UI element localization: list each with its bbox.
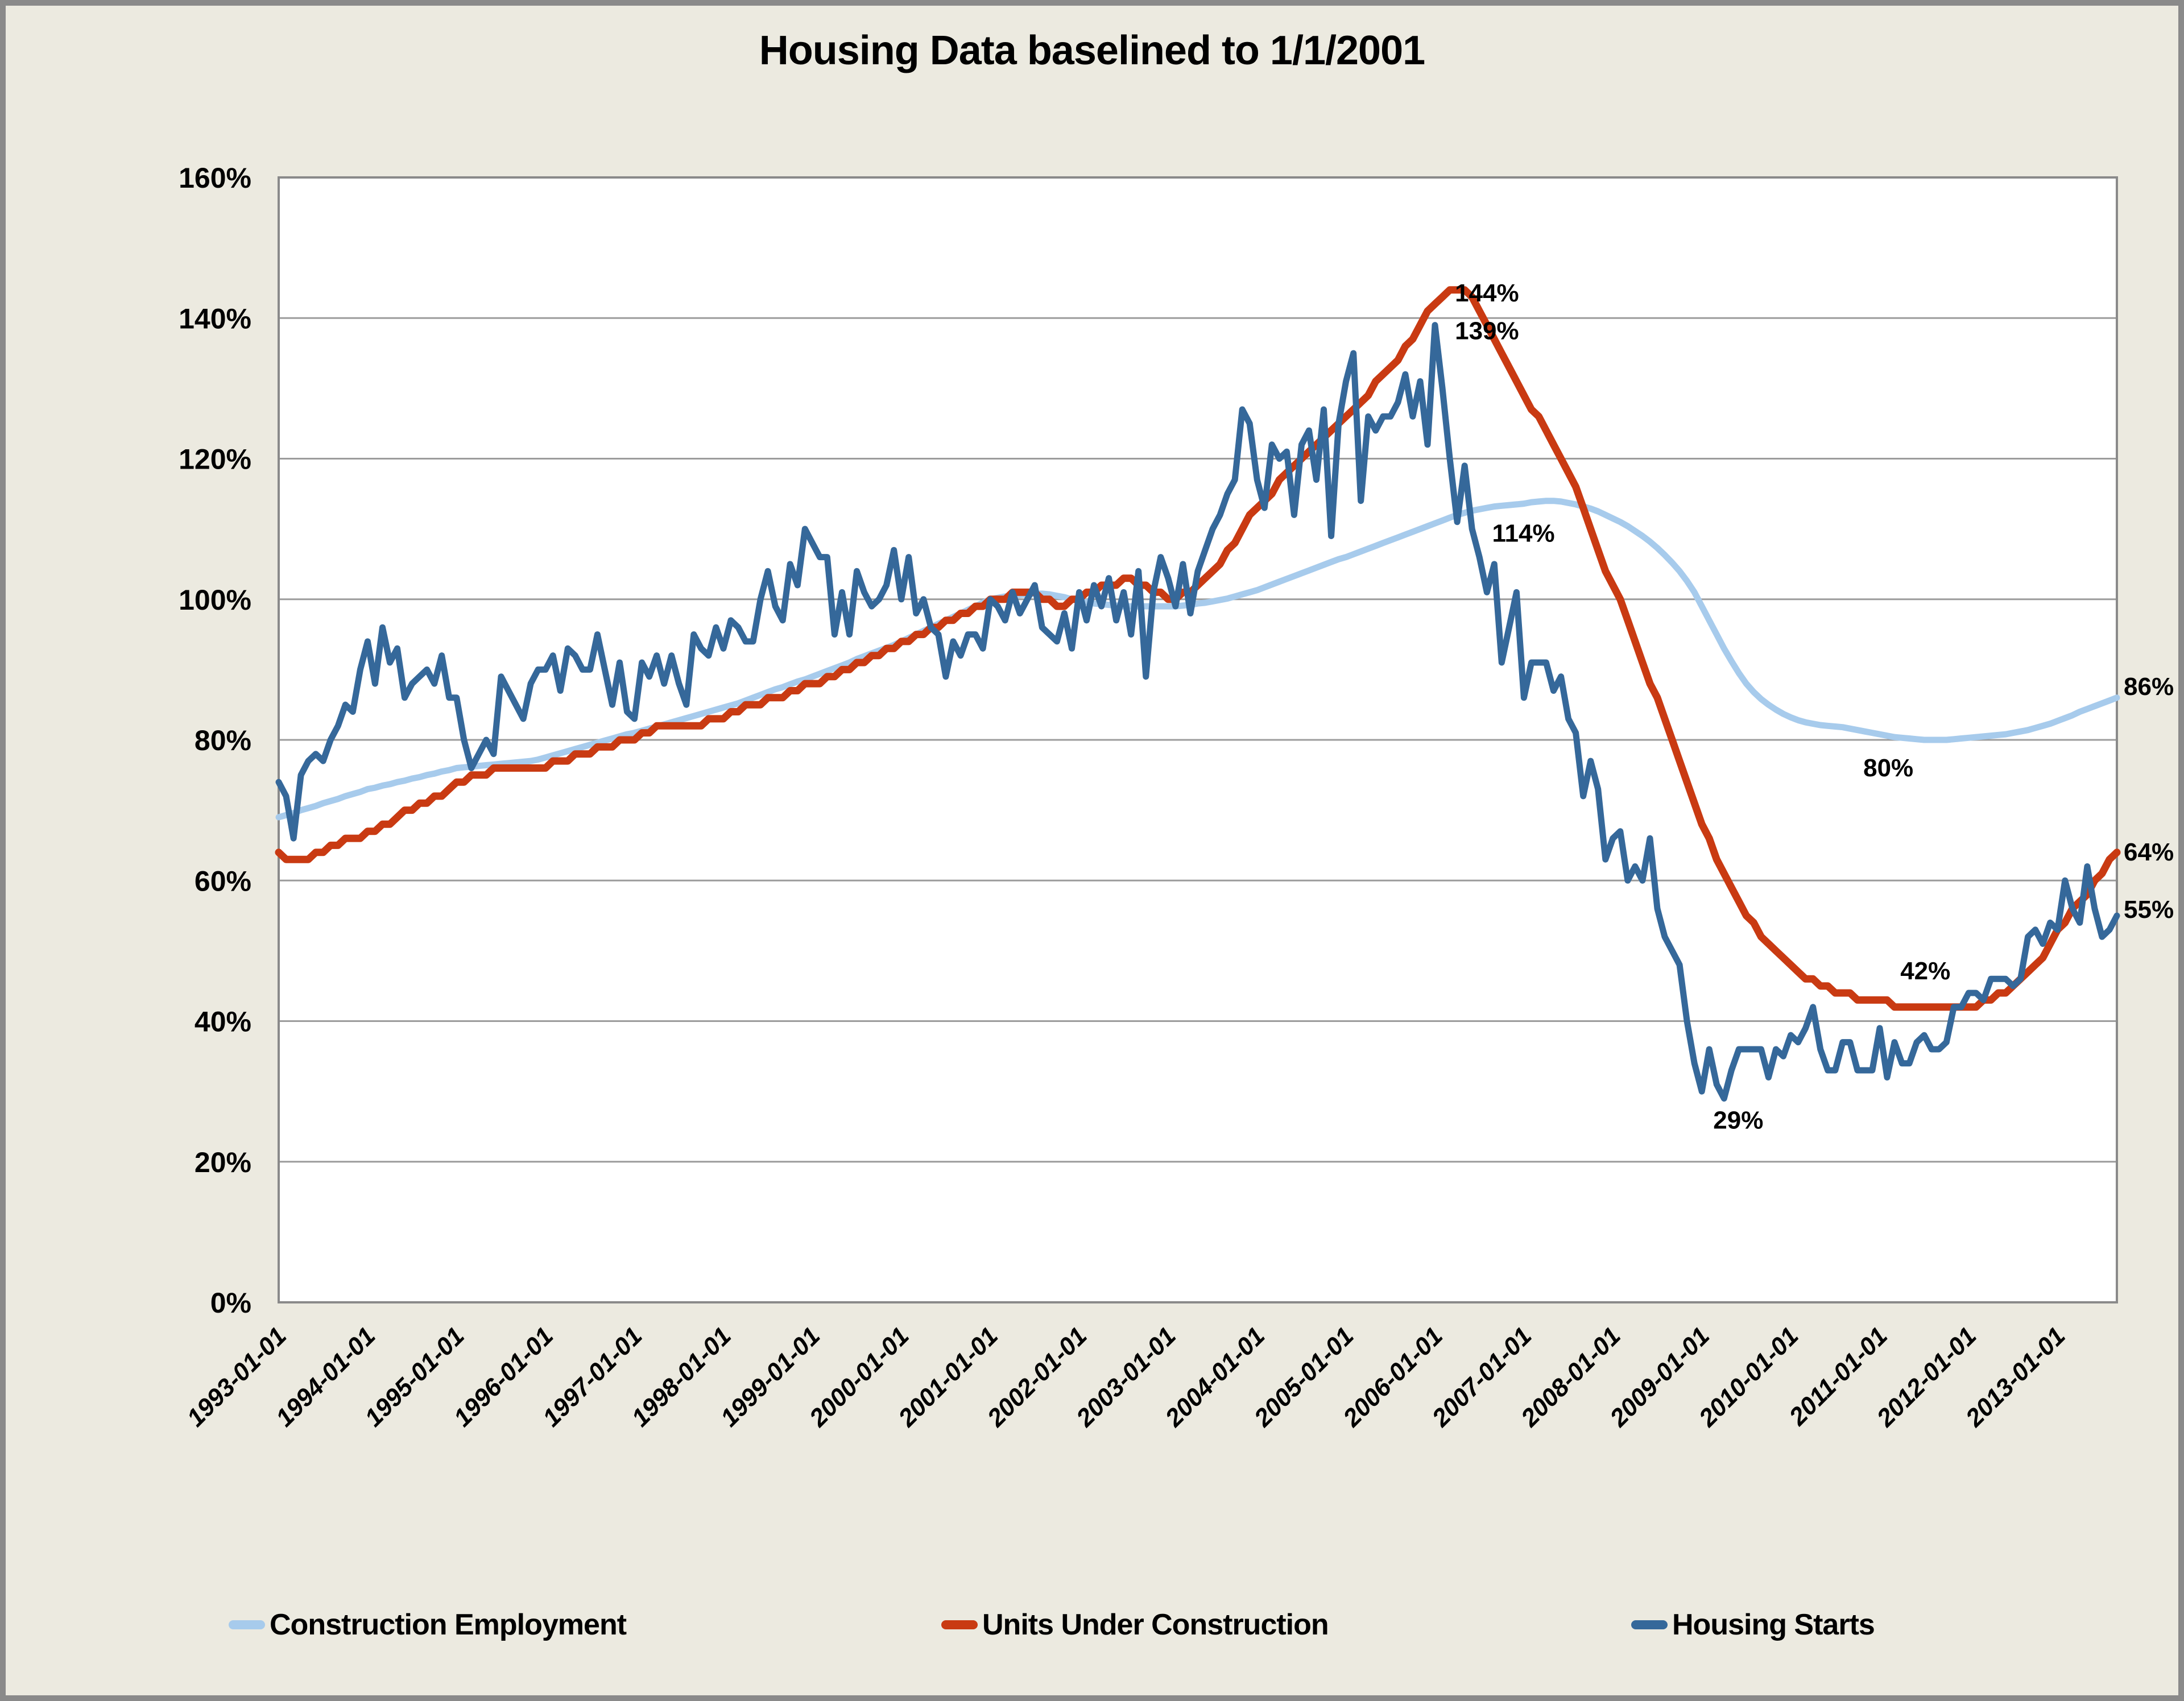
data-label: 55% — [2124, 896, 2174, 924]
data-label: 80% — [1863, 754, 1913, 782]
y-axis-label: 120% — [179, 444, 251, 475]
y-axis-label: 0% — [210, 1287, 251, 1319]
legend-item-construction-employment: Construction Employment — [229, 1605, 627, 1645]
legend: Construction Employment Units Under Cons… — [0, 1605, 2184, 1650]
plot-area: 0%20%40%60%80%100%120%140%160%1993-01-01… — [179, 162, 2174, 1433]
y-axis-label: 140% — [179, 303, 251, 334]
data-label: 86% — [2124, 673, 2174, 701]
y-axis-label: 60% — [195, 865, 251, 897]
legend-swatch-housing-starts — [1631, 1620, 1668, 1629]
y-axis-label: 80% — [195, 725, 251, 756]
y-axis-label: 40% — [195, 1006, 251, 1038]
legend-item-units-under-construction: Units Under Construction — [941, 1605, 1329, 1645]
legend-item-housing-starts: Housing Starts — [1631, 1605, 1875, 1645]
data-label: 29% — [1713, 1107, 1763, 1135]
legend-swatch-units-under-construction — [941, 1620, 978, 1629]
data-label: 144% — [1455, 279, 1519, 307]
legend-label: Housing Starts — [1672, 1608, 1875, 1641]
series-line — [275, 498, 2120, 821]
data-label: 64% — [2124, 838, 2174, 866]
legend-label: Construction Employment — [270, 1608, 627, 1641]
data-label: 114% — [1492, 520, 1555, 548]
data-label: 139% — [1455, 317, 1519, 345]
y-axis-label: 20% — [195, 1147, 251, 1178]
plot-border — [278, 176, 2118, 1303]
data-label: 42% — [1900, 957, 1950, 985]
series-line — [275, 322, 2120, 1102]
y-axis-label: 160% — [179, 162, 251, 194]
legend-swatch-construction-employment — [229, 1620, 265, 1629]
y-axis-label: 100% — [179, 584, 251, 616]
legend-label: Units Under Construction — [982, 1608, 1329, 1641]
chart-title: Housing Data baselined to 1/1/2001 — [759, 28, 1425, 73]
